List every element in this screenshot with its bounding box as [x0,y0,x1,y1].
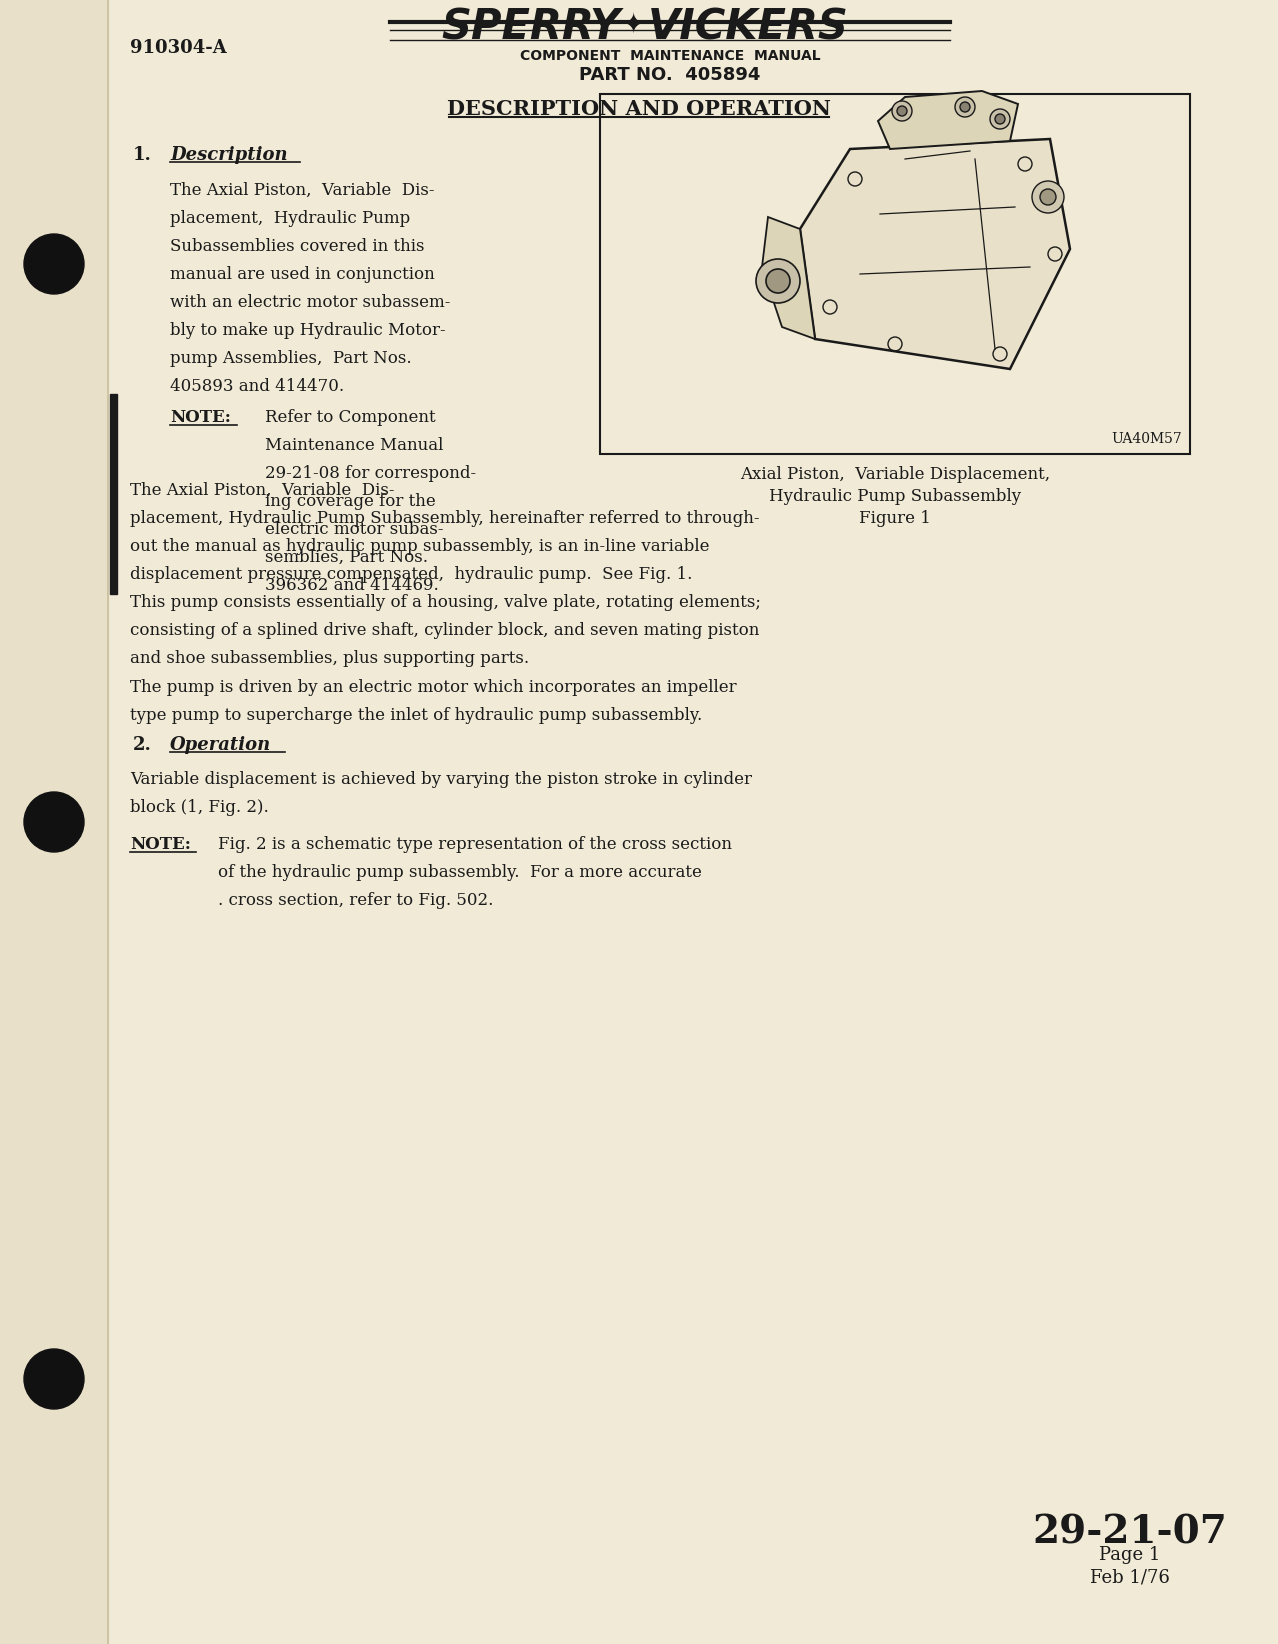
Polygon shape [762,217,815,339]
Circle shape [990,109,1010,128]
Text: The pump is driven by an electric motor which incorporates an impeller: The pump is driven by an electric motor … [130,679,736,695]
Text: Page 1: Page 1 [1099,1545,1160,1563]
Circle shape [24,1350,84,1409]
Text: with an electric motor subassem-: with an electric motor subassem- [170,294,450,311]
Text: 2.: 2. [133,737,152,755]
Text: electric motor subas-: electric motor subas- [265,521,443,538]
Text: Subassemblies covered in this: Subassemblies covered in this [170,238,424,255]
Text: The Axial Piston,  Variable  Dis-: The Axial Piston, Variable Dis- [170,182,435,199]
Text: Description: Description [170,146,288,164]
Text: PART NO.  405894: PART NO. 405894 [579,66,760,84]
Text: Hydraulic Pump Subassembly: Hydraulic Pump Subassembly [769,488,1021,505]
Text: type pump to supercharge the inlet of hydraulic pump subassembly.: type pump to supercharge the inlet of hy… [130,707,702,723]
Polygon shape [800,140,1070,368]
Text: UA40M57: UA40M57 [1112,432,1182,446]
Text: NOTE:: NOTE: [130,837,190,853]
Text: placement,  Hydraulic Pump: placement, Hydraulic Pump [170,210,410,227]
Circle shape [955,97,975,117]
Text: 1.: 1. [133,146,152,164]
Text: ing coverage for the: ing coverage for the [265,493,436,510]
Text: block (1, Fig. 2).: block (1, Fig. 2). [130,799,268,815]
Text: 396362 and 414469.: 396362 and 414469. [265,577,438,593]
Circle shape [24,233,84,294]
Text: Maintenance Manual: Maintenance Manual [265,437,443,454]
Circle shape [757,260,800,302]
Text: 29-21-07: 29-21-07 [1033,1514,1227,1552]
Text: 910304-A: 910304-A [130,39,226,58]
Text: Fig. 2 is a schematic type representation of the cross section: Fig. 2 is a schematic type representatio… [219,837,732,853]
Text: of the hydraulic pump subassembly.  For a more accurate: of the hydraulic pump subassembly. For a… [219,865,702,881]
Circle shape [1040,189,1056,206]
Text: NOTE:: NOTE: [170,409,231,426]
Circle shape [892,100,912,122]
Text: Operation: Operation [170,737,271,755]
Circle shape [960,102,970,112]
Text: manual are used in conjunction: manual are used in conjunction [170,266,435,283]
Text: pump Assemblies,  Part Nos.: pump Assemblies, Part Nos. [170,350,412,367]
Circle shape [996,113,1005,123]
Text: consisting of a splined drive shaft, cylinder block, and seven mating piston: consisting of a splined drive shaft, cyl… [130,621,759,640]
Circle shape [1033,181,1065,214]
Text: ✦: ✦ [621,10,644,38]
Bar [599,94,1190,454]
Text: displacement pressure compensated,  hydraulic pump.  See Fig. 1.: displacement pressure compensated, hydra… [130,566,693,584]
Text: and shoe subassemblies, plus supporting parts.: and shoe subassemblies, plus supporting … [130,649,529,667]
Text: out the manual as hydraulic pump subassembly, is an in-line variable: out the manual as hydraulic pump subasse… [130,538,709,556]
Text: SPERRY: SPERRY [441,7,620,48]
Text: DESCRIPTION AND OPERATION: DESCRIPTION AND OPERATION [447,99,831,118]
Bar [110,395,118,593]
Text: Figure 1: Figure 1 [859,510,930,528]
Circle shape [766,270,790,293]
Text: The Axial Piston,  Variable  Dis-: The Axial Piston, Variable Dis- [130,482,395,500]
Text: COMPONENT  MAINTENANCE  MANUAL: COMPONENT MAINTENANCE MANUAL [520,49,820,62]
Circle shape [897,105,907,117]
Text: Axial Piston,  Variable Displacement,: Axial Piston, Variable Displacement, [740,465,1051,483]
Text: bly to make up Hydraulic Motor-: bly to make up Hydraulic Motor- [170,322,446,339]
Polygon shape [878,90,1019,150]
Text: Feb 1/76: Feb 1/76 [1090,1568,1169,1586]
Text: VICKERS: VICKERS [648,7,849,48]
Text: placement, Hydraulic Pump Subassembly, hereinafter referred to through-: placement, Hydraulic Pump Subassembly, h… [130,510,759,528]
Bar [0,0,109,1644]
Circle shape [24,792,84,852]
Text: 405893 and 414470.: 405893 and 414470. [170,378,344,395]
Text: Variable displacement is achieved by varying the piston stroke in cylinder: Variable displacement is achieved by var… [130,771,751,787]
Text: This pump consists essentially of a housing, valve plate, rotating elements;: This pump consists essentially of a hous… [130,593,760,612]
Text: Refer to Component: Refer to Component [265,409,436,426]
Text: 29-21-08 for correspond-: 29-21-08 for correspond- [265,465,477,482]
Text: semblies, Part Nos.: semblies, Part Nos. [265,549,428,566]
Text: . cross section, refer to Fig. 502.: . cross section, refer to Fig. 502. [219,893,493,909]
